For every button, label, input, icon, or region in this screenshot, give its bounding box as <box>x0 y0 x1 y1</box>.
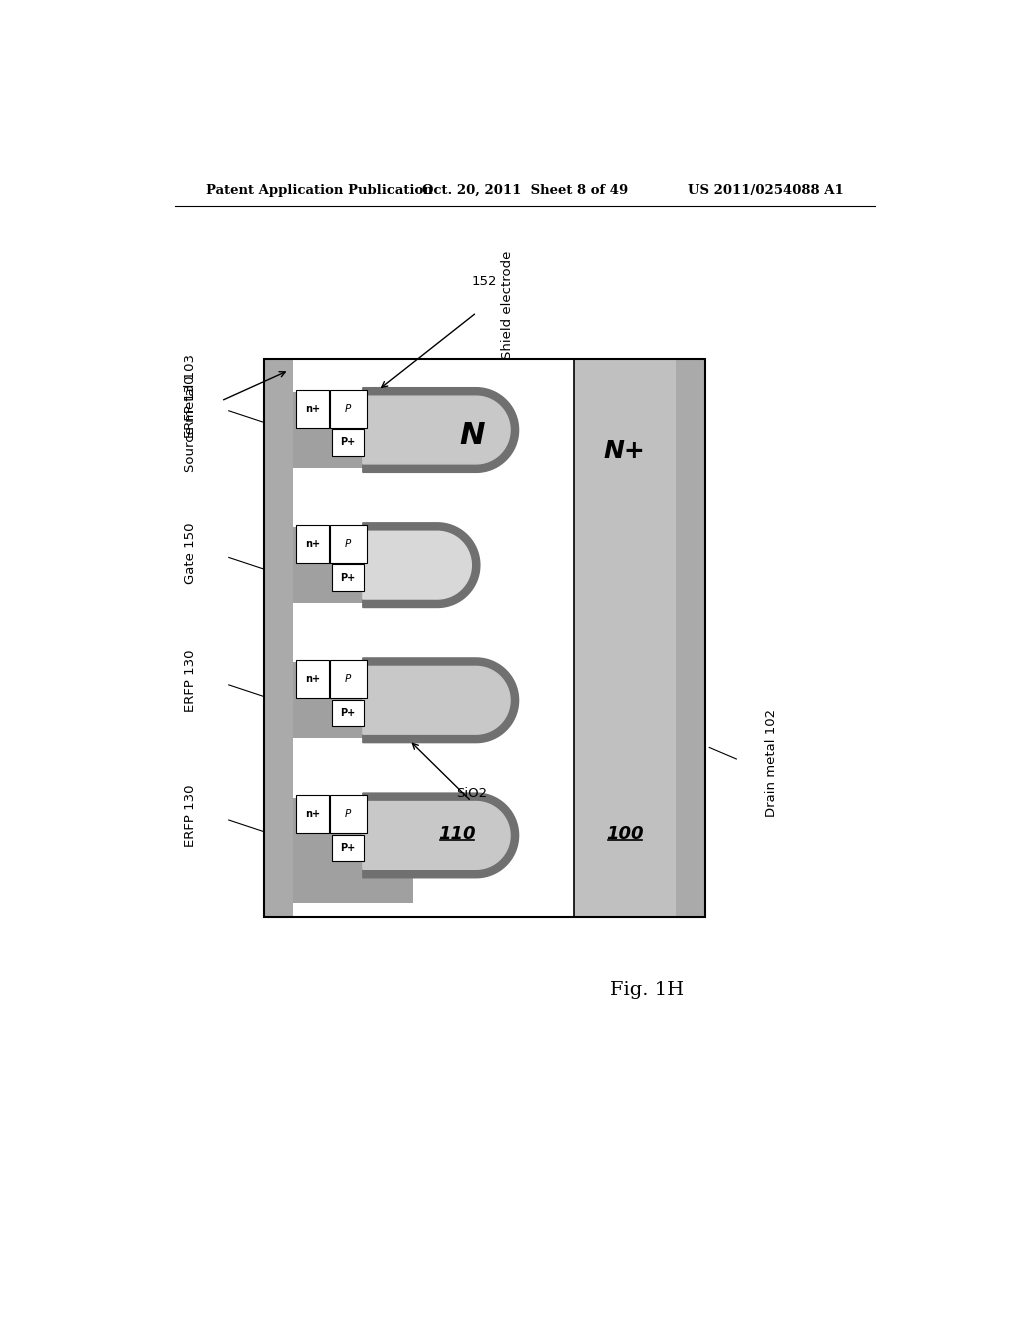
Bar <box>296 389 329 428</box>
Bar <box>676 359 706 917</box>
Text: P: P <box>345 539 351 549</box>
Text: P: P <box>345 809 351 820</box>
Bar <box>293 527 414 603</box>
Bar <box>296 525 329 562</box>
Bar <box>330 660 367 698</box>
Text: US 2011/0254088 A1: US 2011/0254088 A1 <box>688 185 844 197</box>
Bar <box>332 700 365 726</box>
Text: N: N <box>460 421 484 450</box>
Text: Oct. 20, 2011  Sheet 8 of 49: Oct. 20, 2011 Sheet 8 of 49 <box>422 185 628 197</box>
Bar <box>293 392 414 467</box>
Polygon shape <box>362 396 510 463</box>
Bar <box>330 389 367 428</box>
Polygon shape <box>362 793 518 878</box>
Bar <box>332 565 365 591</box>
Bar <box>263 359 706 917</box>
Text: Patent Application Publication: Patent Application Publication <box>206 185 432 197</box>
Polygon shape <box>362 657 518 743</box>
Text: n+: n+ <box>305 809 321 820</box>
Bar <box>296 660 329 698</box>
Bar <box>293 663 414 738</box>
Bar <box>330 795 367 833</box>
Text: Shield electrode: Shield electrode <box>502 251 514 359</box>
Bar <box>263 359 293 917</box>
Bar <box>263 359 706 917</box>
Text: ERFP 130: ERFP 130 <box>183 785 197 847</box>
Bar <box>330 525 367 562</box>
Text: ERFP 130: ERFP 130 <box>183 649 197 713</box>
Text: ERFP 130: ERFP 130 <box>183 376 197 438</box>
Polygon shape <box>362 388 518 473</box>
Polygon shape <box>362 667 510 734</box>
Text: 100: 100 <box>606 825 643 842</box>
Text: n+: n+ <box>305 404 321 413</box>
Bar <box>296 795 329 833</box>
Bar <box>332 834 365 861</box>
Bar <box>332 429 365 455</box>
Text: Drain metal 102: Drain metal 102 <box>765 709 778 817</box>
Text: 152: 152 <box>472 275 498 288</box>
Text: Gate 150: Gate 150 <box>183 523 197 585</box>
Text: P: P <box>345 404 351 413</box>
Polygon shape <box>362 523 480 607</box>
Text: P+: P+ <box>340 708 355 718</box>
Text: P+: P+ <box>340 437 355 447</box>
Text: P+: P+ <box>340 843 355 853</box>
Text: P: P <box>345 675 351 684</box>
Text: P+: P+ <box>340 573 355 582</box>
Text: 110: 110 <box>438 825 475 842</box>
Text: n+: n+ <box>305 675 321 684</box>
Text: Source metal 103: Source metal 103 <box>183 354 197 471</box>
Text: N+: N+ <box>604 440 646 463</box>
Bar <box>293 797 414 903</box>
Text: Fig. 1H: Fig. 1H <box>610 981 684 999</box>
Text: n+: n+ <box>305 539 321 549</box>
Text: SiO2: SiO2 <box>456 787 486 800</box>
Polygon shape <box>362 531 471 599</box>
Polygon shape <box>362 801 510 870</box>
Bar <box>573 359 676 917</box>
